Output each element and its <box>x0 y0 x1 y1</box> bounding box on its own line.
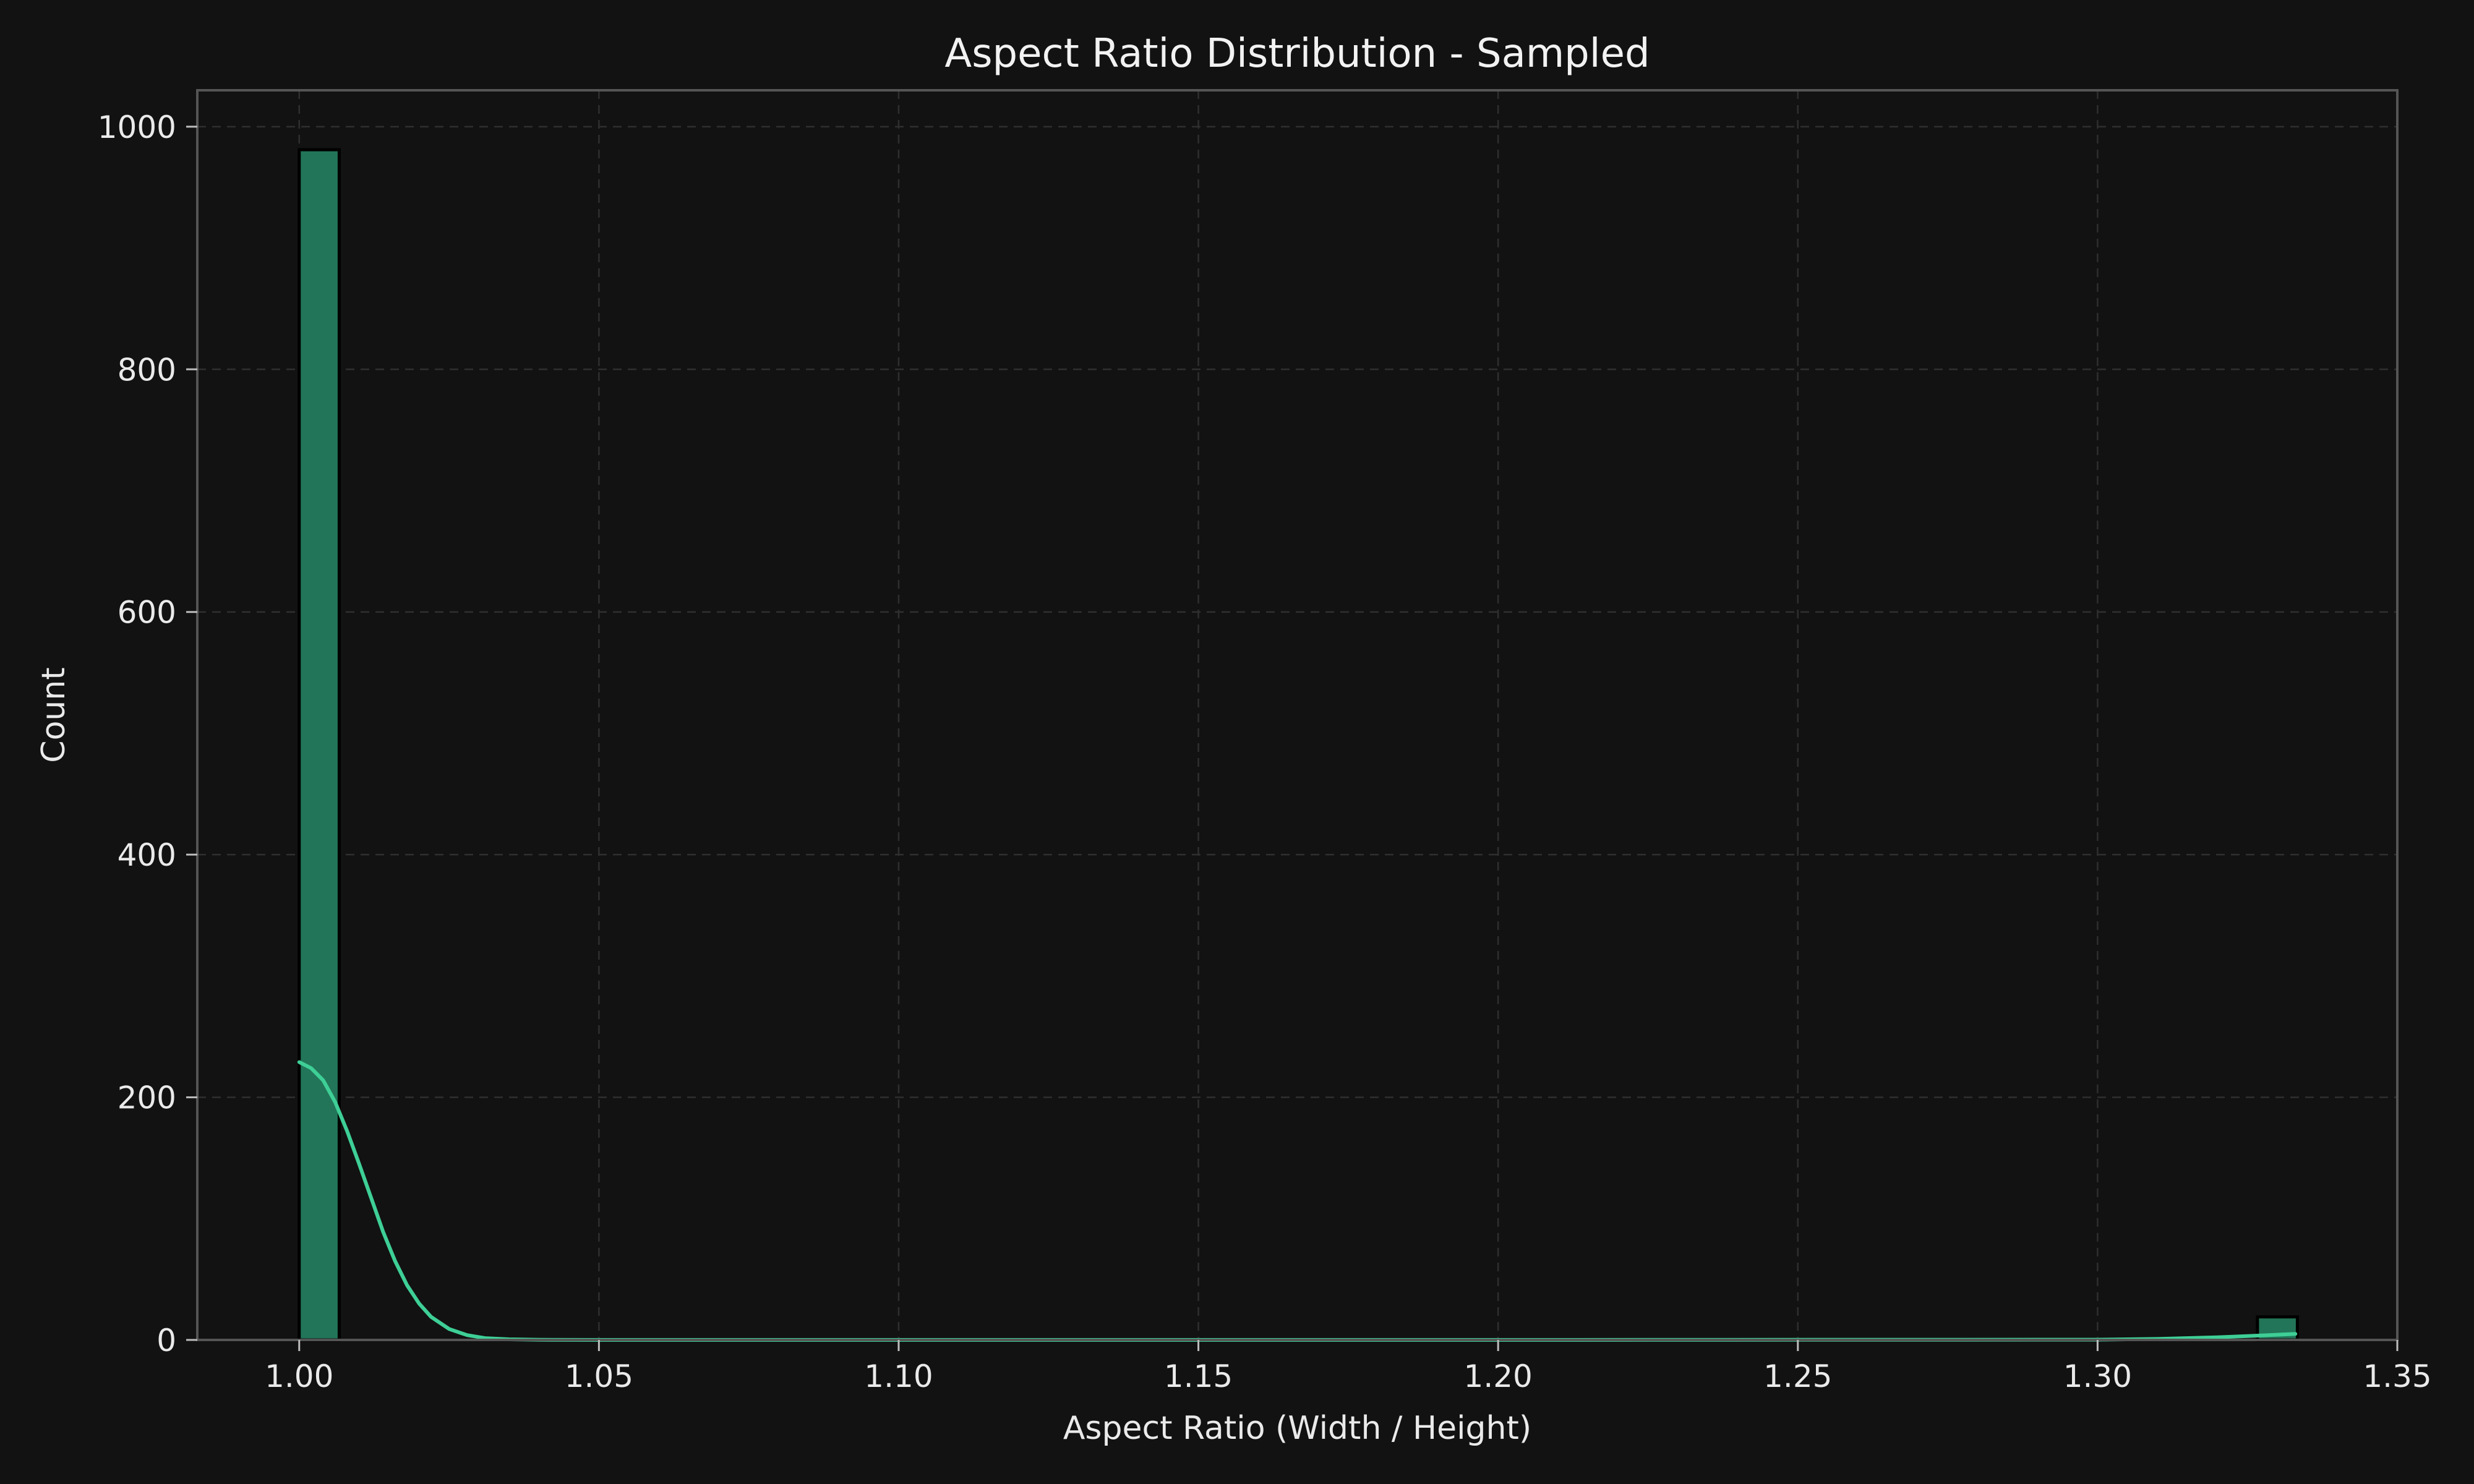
y-tick-label: 0 <box>156 1323 176 1358</box>
x-tick-label: 1.10 <box>864 1358 933 1394</box>
plot-frame <box>196 89 2399 1341</box>
x-tick-label: 1.35 <box>2363 1358 2431 1394</box>
y-axis-label: Count <box>35 667 72 762</box>
histogram-bars <box>297 148 2299 1342</box>
histogram-bar <box>297 148 341 1342</box>
x-tick-label: 1.30 <box>2063 1358 2132 1394</box>
axis-ticks: 1.00 1.05 1.10 1.15 1.20 1.25 1.30 1.35 0 200 400 6… <box>98 109 2432 1394</box>
y-tick-label: 600 <box>118 595 176 631</box>
chart-title: Aspect Ratio Distribution - Sampled <box>944 31 1650 77</box>
x-tick-label: 1.25 <box>1763 1358 1832 1394</box>
y-tick-label: 1000 <box>98 109 176 145</box>
x-tick-label: 1.20 <box>1464 1358 1533 1394</box>
y-tick-label: 200 <box>118 1080 176 1116</box>
x-tick-label: 1.15 <box>1164 1358 1233 1394</box>
y-tick-label: 400 <box>118 837 176 873</box>
x-axis-label: Aspect Ratio (Width / Height) <box>1063 1410 1531 1447</box>
x-tick-label: 1.05 <box>565 1358 633 1394</box>
x-tick-label: 1.00 <box>265 1358 333 1394</box>
y-tick-label: 800 <box>118 352 176 388</box>
